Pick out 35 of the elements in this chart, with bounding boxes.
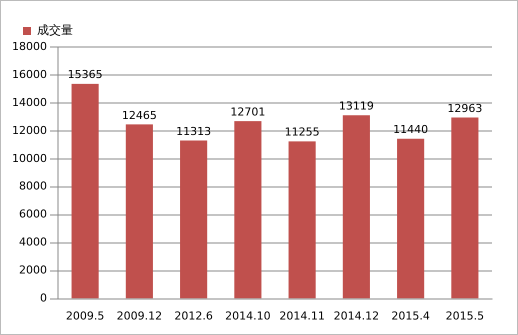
data-label: 11313 (176, 124, 212, 138)
bar (72, 84, 99, 298)
data-label: 11255 (284, 126, 320, 139)
x-tick-label: 2009.5 (66, 309, 104, 322)
x-tick-label: 2014.11 (279, 309, 325, 322)
bar (342, 115, 370, 298)
data-label: 15365 (68, 68, 103, 82)
x-tick-label: 2009.12 (116, 309, 162, 322)
y-tick-label: 14000 (12, 96, 47, 109)
data-label: 13119 (338, 100, 374, 113)
y-tick-label: 10000 (12, 152, 47, 165)
data-label: 12465 (122, 108, 157, 122)
y-tick-label: 4000 (18, 236, 47, 249)
bar (451, 117, 478, 298)
data-label: 12963 (447, 102, 482, 115)
bar (180, 140, 208, 298)
bar (288, 141, 316, 298)
y-tick-label: 0 (40, 292, 47, 305)
bar (126, 124, 153, 298)
y-tick-label: 8000 (18, 180, 47, 193)
bar (234, 121, 262, 298)
y-tick-label: 6000 (18, 208, 47, 221)
legend-label: 成交量 (37, 23, 73, 38)
data-label: 12701 (230, 105, 266, 118)
x-tick-label: 2012.6 (174, 309, 213, 322)
x-tick-label: 2015.5 (446, 309, 484, 322)
bar (397, 138, 424, 298)
x-tick-label: 2015.4 (391, 309, 430, 322)
y-tick-label: 16000 (12, 68, 47, 81)
y-tick-label: 18000 (12, 40, 47, 53)
x-tick-label: 2014.10 (225, 309, 271, 322)
y-tick-label: 2000 (18, 264, 47, 277)
x-tick-label: 2014.12 (334, 309, 380, 322)
data-label: 11440 (393, 123, 428, 136)
y-tick-label: 12000 (12, 124, 47, 137)
